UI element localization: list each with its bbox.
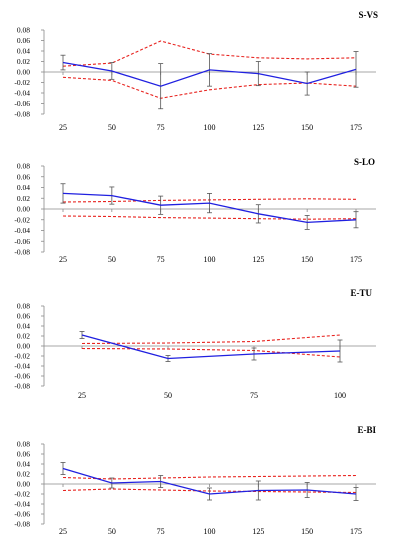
y-tick-label: 0.08 — [17, 162, 30, 171]
y-tick-label: 0.02 — [17, 57, 30, 66]
x-tick-label: 25 — [59, 527, 67, 536]
x-tick-label: 100 — [204, 527, 216, 536]
y-tick-label: 0.04 — [17, 322, 30, 331]
x-tick-label: 175 — [350, 123, 362, 132]
y-tick-label: 0.06 — [17, 172, 30, 181]
x-tick-label: 50 — [108, 123, 116, 132]
x-tick-label: 150 — [301, 123, 313, 132]
x-tick-label: 125 — [252, 123, 264, 132]
x-tick-label: 25 — [59, 255, 67, 264]
confidence-band-line — [62, 76, 357, 99]
x-tick-label: 175 — [350, 255, 362, 264]
chart-title: E-TU — [350, 288, 372, 298]
confidence-band-line — [62, 215, 357, 220]
y-tick-label: 0.08 — [17, 440, 30, 449]
x-tick-label: 25 — [59, 123, 67, 132]
y-tick-label: 0.08 — [17, 26, 30, 35]
y-tick-label: 0.06 — [17, 450, 30, 459]
x-tick-label: 175 — [350, 527, 362, 536]
x-tick-label: 100 — [204, 123, 216, 132]
y-tick-label: 0.08 — [17, 302, 30, 311]
y-tick-label: -0.06 — [14, 372, 30, 381]
y-tick-label: 0.02 — [17, 194, 30, 203]
series-line — [62, 61, 357, 87]
confidence-band-line — [81, 347, 341, 358]
x-tick-label: 75 — [250, 391, 258, 400]
x-tick-label: 50 — [108, 255, 116, 264]
y-tick-label: 0.04 — [17, 460, 30, 469]
y-tick-label: 0.06 — [17, 36, 30, 45]
confidence-band-line — [81, 334, 341, 345]
y-tick-label: -0.08 — [14, 248, 30, 257]
confidence-band-line — [62, 40, 357, 67]
y-tick-label: -0.06 — [14, 237, 30, 246]
y-tick-label: -0.02 — [14, 78, 30, 87]
x-tick-label: 100 — [204, 255, 216, 264]
x-tick-label: 125 — [252, 527, 264, 536]
y-tick-label: -0.02 — [14, 215, 30, 224]
x-tick-label: 75 — [157, 123, 165, 132]
y-tick-label: 0.04 — [17, 47, 30, 56]
x-tick-label: 150 — [301, 527, 313, 536]
y-tick-label: 0.04 — [17, 183, 30, 192]
y-tick-label: 0.00 — [17, 68, 30, 77]
x-tick-label: 125 — [252, 255, 264, 264]
y-tick-label: 0.06 — [17, 312, 30, 321]
y-tick-label: -0.06 — [14, 510, 30, 519]
x-tick-label: 50 — [164, 391, 172, 400]
y-tick-label: -0.02 — [14, 352, 30, 361]
x-tick-label: 100 — [334, 391, 346, 400]
y-tick-label: -0.04 — [14, 89, 30, 98]
x-tick-label: 50 — [108, 527, 116, 536]
x-tick-label: 75 — [157, 527, 165, 536]
y-tick-label: -0.08 — [14, 110, 30, 119]
x-tick-label: 25 — [78, 391, 86, 400]
y-tick-label: -0.08 — [14, 382, 30, 391]
y-tick-label: -0.04 — [14, 226, 30, 235]
series-line — [62, 192, 357, 224]
y-tick-label: 0.00 — [17, 205, 30, 214]
y-tick-label: 0.02 — [17, 470, 30, 479]
x-tick-label: 150 — [301, 255, 313, 264]
chart-title: S-VS — [358, 10, 378, 20]
y-tick-label: 0.02 — [17, 332, 30, 341]
confidence-band-line — [62, 474, 357, 480]
x-tick-label: 75 — [157, 255, 165, 264]
series-line — [81, 334, 341, 360]
y-tick-label: -0.06 — [14, 99, 30, 108]
y-tick-label: -0.04 — [14, 362, 30, 371]
y-tick-label: -0.02 — [14, 490, 30, 499]
y-tick-label: 0.00 — [17, 342, 30, 351]
y-tick-label: 0.00 — [17, 480, 30, 489]
y-tick-label: -0.08 — [14, 520, 30, 529]
series-line — [62, 467, 357, 495]
chart-title: S-LO — [354, 157, 375, 167]
y-tick-label: -0.04 — [14, 500, 30, 509]
chart-title: E-BI — [357, 425, 376, 435]
